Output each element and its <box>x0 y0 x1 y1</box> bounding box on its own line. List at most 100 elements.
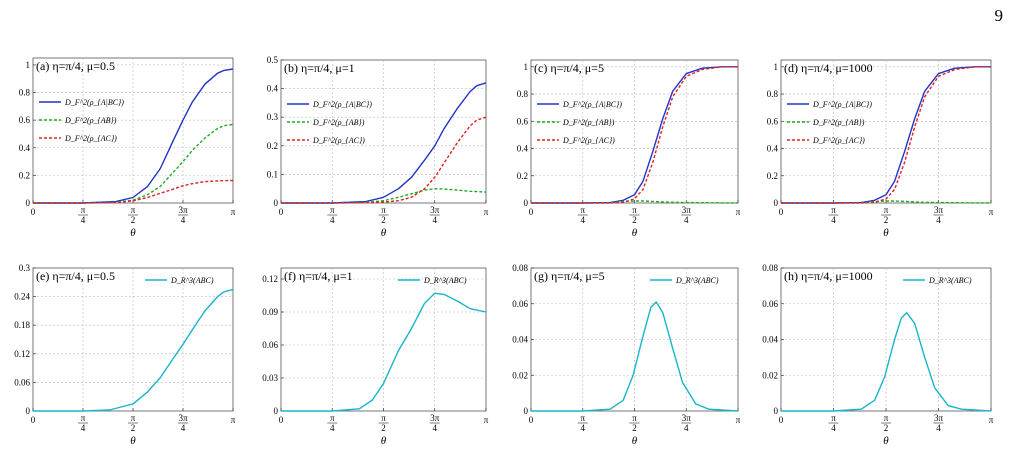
y-tick-label: 0.3 <box>19 263 31 273</box>
y-tick-label: 0 <box>26 406 31 416</box>
x-tick-label: 0 <box>31 415 36 425</box>
x-tick-label: π2 <box>629 413 640 433</box>
y-tick-label: 0.24 <box>14 292 30 302</box>
x-tick-label: π4 <box>327 413 338 433</box>
x-tick-label: 0 <box>279 415 284 425</box>
series-line-2 <box>531 200 738 204</box>
legend-label: D_F^2(ρ_{AB}) <box>812 118 865 127</box>
x-tick-den: 4 <box>831 215 836 225</box>
x-tick-num: 3π <box>934 413 944 423</box>
x-tick-label: 3π4 <box>429 413 440 433</box>
x-tick-num: π <box>131 413 136 423</box>
y-tick-label: 0.4 <box>767 144 779 154</box>
series-line-1 <box>781 66 991 204</box>
y-tick-label: 0.06 <box>14 377 30 387</box>
y-tick-label: 0.08 <box>762 263 778 273</box>
series-line-2 <box>281 188 487 204</box>
x-tick-label: 3π4 <box>681 205 692 225</box>
x-tick-label: π4 <box>78 205 89 225</box>
x-tick-label: π2 <box>378 413 389 433</box>
x-tick-num: π <box>884 205 889 215</box>
legend-label: D_F^2(ρ_{AB}) <box>562 118 615 127</box>
y-tick-label: 0.06 <box>262 340 278 350</box>
x-tick-den: 4 <box>831 423 836 433</box>
x-tick-num: π <box>831 205 836 215</box>
x-tick-label: 3π4 <box>178 413 189 433</box>
x-tick-num: 3π <box>178 413 188 423</box>
y-tick-label: 0.2 <box>267 141 278 151</box>
x-tick-num: π <box>381 413 386 423</box>
legend-label: D_F^2(ρ_{AC}) <box>812 136 865 145</box>
x-tick-label: 3π4 <box>933 413 944 433</box>
y-tick-label: 0.02 <box>512 370 528 380</box>
x-tick-num: π <box>831 413 836 423</box>
x-axis-label: θ <box>883 227 889 239</box>
x-axis-label: θ <box>883 435 889 447</box>
x-tick-den: 4 <box>81 423 86 433</box>
panel-label: (h) η=π/4, μ=1000 <box>784 269 873 283</box>
y-tick-label: 0 <box>274 406 279 416</box>
y-tick-label: 0 <box>524 198 529 208</box>
y-tick-label: 0.12 <box>262 274 278 284</box>
x-tick-num: π <box>81 205 86 215</box>
legend-label: D_F^2(ρ_{A|BC}) <box>312 100 372 109</box>
x-tick-label: π2 <box>881 205 892 225</box>
panel-label: (b) η=π/4, μ=1 <box>284 61 355 75</box>
x-tick-num: π <box>81 413 86 423</box>
x-tick-num: 3π <box>430 413 440 423</box>
x-tick-den: 2 <box>632 215 637 225</box>
panel-label: (e) η=π/4, μ=0.5 <box>36 269 115 283</box>
x-tick-label: π2 <box>128 205 139 225</box>
y-tick-label: 0.03 <box>262 373 278 383</box>
legend-label: D_F^2(ρ_{AC}) <box>312 136 365 145</box>
y-tick-label: 0 <box>524 406 529 416</box>
y-tick-label: 0 <box>274 198 279 208</box>
series-line-3 <box>781 66 991 204</box>
legend-label: D_F^2(ρ_{A|BC}) <box>64 98 124 107</box>
x-tick-label: π2 <box>629 205 640 225</box>
x-tick-num: 3π <box>682 205 692 215</box>
y-tick-label: 0.09 <box>262 307 278 317</box>
x-tick-den: 4 <box>936 215 941 225</box>
series-line-3 <box>33 179 234 204</box>
panel-label: (f) η=π/4, μ=1 <box>284 269 353 283</box>
y-tick-label: 0.08 <box>512 263 528 273</box>
y-tick-label: 0.4 <box>267 84 279 94</box>
x-tick-num: 3π <box>682 413 692 423</box>
x-tick-den: 4 <box>684 423 689 433</box>
x-axis-label: θ <box>130 435 136 447</box>
x-axis-label: θ <box>130 227 136 239</box>
y-tick-label: 0.18 <box>14 320 30 330</box>
series-line-1 <box>281 292 487 412</box>
y-tick-label: 0.04 <box>762 335 778 345</box>
x-tick-num: 3π <box>430 205 440 215</box>
x-tick-label: π4 <box>828 205 839 225</box>
x-tick-den: 2 <box>381 215 386 225</box>
panel-label: (a) η=π/4, μ=0.5 <box>36 59 115 73</box>
y-tick-label: 0.8 <box>767 89 779 99</box>
x-tick-den: 2 <box>131 215 136 225</box>
x-tick-label: 0 <box>279 207 284 217</box>
x-tick-den: 2 <box>381 423 386 433</box>
panel-label: (c) η=π/4, μ=5 <box>534 61 604 75</box>
x-tick-label: π <box>736 207 741 217</box>
legend-label: D_R^3(ABC) <box>423 276 467 285</box>
y-tick-label: 0.04 <box>512 335 528 345</box>
x-tick-label: 3π4 <box>178 205 189 225</box>
y-tick-label: 0.5 <box>267 55 279 65</box>
y-tick-label: 0 <box>26 198 31 208</box>
x-tick-den: 4 <box>936 423 941 433</box>
x-tick-num: 3π <box>178 205 188 215</box>
x-tick-label: 0 <box>31 207 36 217</box>
series-line-1 <box>281 82 487 204</box>
x-tick-label: 3π4 <box>429 205 440 225</box>
x-tick-num: π <box>381 205 386 215</box>
x-tick-label: 3π4 <box>933 205 944 225</box>
x-tick-den: 4 <box>684 215 689 225</box>
y-tick-label: 0.2 <box>517 171 528 181</box>
page-number: 9 <box>994 6 1004 25</box>
x-tick-label: π2 <box>128 413 139 433</box>
